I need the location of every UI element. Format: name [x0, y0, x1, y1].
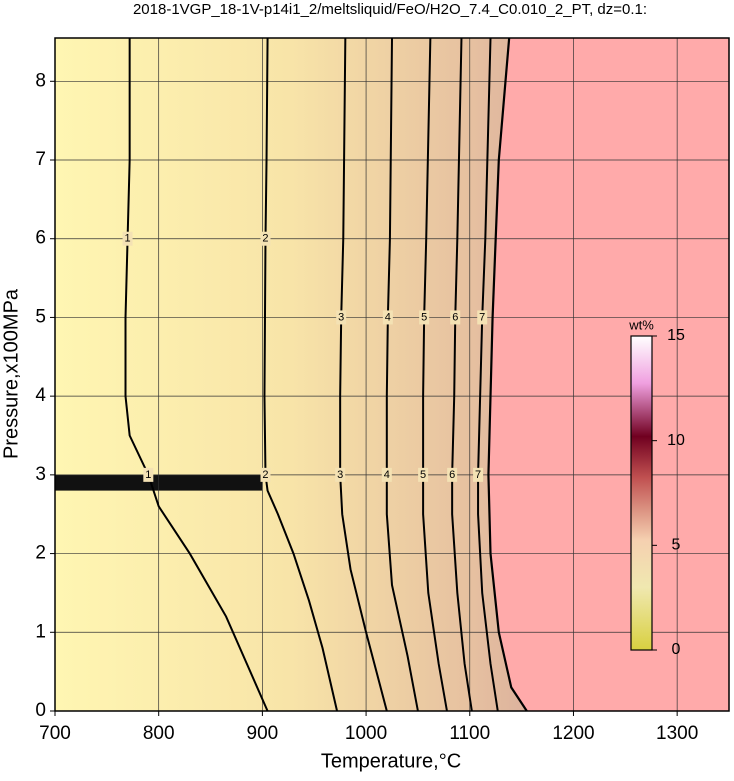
contour-label: 5: [421, 311, 427, 323]
x-tick-label: 1300: [656, 723, 698, 744]
contour-line: [263, 37, 339, 712]
x-tick-label: 1200: [552, 723, 594, 744]
contour-label-bg: [381, 467, 392, 482]
contour-label: 6: [452, 311, 458, 323]
contour-label-bg: [447, 467, 458, 482]
contour-label: 3: [337, 469, 343, 481]
melt-boundary: [487, 37, 528, 712]
colorbar-label: wt%: [628, 317, 654, 332]
contour-label: 7: [479, 311, 485, 323]
y-tick-label: 5: [35, 306, 46, 327]
y-tick-label: 4: [35, 385, 46, 406]
x-tick-label: 700: [39, 723, 71, 744]
contour-label-bg: [122, 231, 133, 246]
contour-label: 6: [449, 469, 455, 481]
plot-frame: [54, 37, 730, 712]
x-tick-label: 1100: [449, 723, 490, 744]
colorbar-tick-label: 15: [667, 327, 685, 344]
y-tick-label: 1: [35, 621, 46, 642]
contour-label-bg: [260, 467, 271, 482]
contour-line: [124, 38, 269, 712]
x-tick-label: 900: [247, 723, 279, 744]
contour-label-bg: [260, 231, 271, 246]
contour-label-bg: [473, 467, 484, 482]
chart-title: 2018-1VGP_18-1V-p14i1_2/meltsliquid/FeO/…: [133, 1, 647, 18]
y-axis-label: Pressure,x100MPa: [0, 288, 22, 459]
contour-label-bg: [419, 310, 430, 325]
contour-label-bg: [335, 467, 346, 482]
colorbar-tick-label: 10: [667, 432, 685, 449]
y-tick-label: 6: [35, 228, 46, 249]
contour-line: [339, 37, 388, 712]
x-tick-label: 800: [143, 723, 175, 744]
contour-label-bg: [418, 467, 429, 482]
contour-label: 1: [125, 233, 131, 245]
y-tick-label: 8: [35, 70, 46, 91]
colorbar: [630, 335, 653, 651]
colorbar-tick-label: 5: [672, 537, 681, 554]
contour-label: 7: [475, 469, 481, 481]
no-melt-field: [488, 38, 729, 711]
contour-label: 5: [420, 469, 426, 481]
contour-label-bg: [336, 310, 347, 325]
contour-label: 1: [145, 469, 151, 481]
contour-label-bg: [143, 467, 154, 482]
y-tick-label: 0: [35, 700, 46, 721]
colorbar-tick-label: 0: [672, 641, 681, 658]
x-axis-label: Temperature,°C: [321, 750, 461, 772]
contour-label: 2: [262, 469, 268, 481]
x-tick-label: 1000: [345, 723, 387, 744]
contour-label-bg: [382, 310, 393, 325]
contour-label: 4: [384, 469, 390, 481]
contour-label: 3: [338, 311, 344, 323]
y-tick-label: 7: [35, 149, 46, 170]
contour-label-bg: [477, 310, 488, 325]
contour-label: 2: [262, 233, 268, 245]
contour-label: 4: [385, 311, 391, 323]
y-tick-label: 2: [35, 543, 46, 564]
y-tick-label: 3: [35, 464, 46, 485]
contour-label-bg: [450, 310, 461, 325]
